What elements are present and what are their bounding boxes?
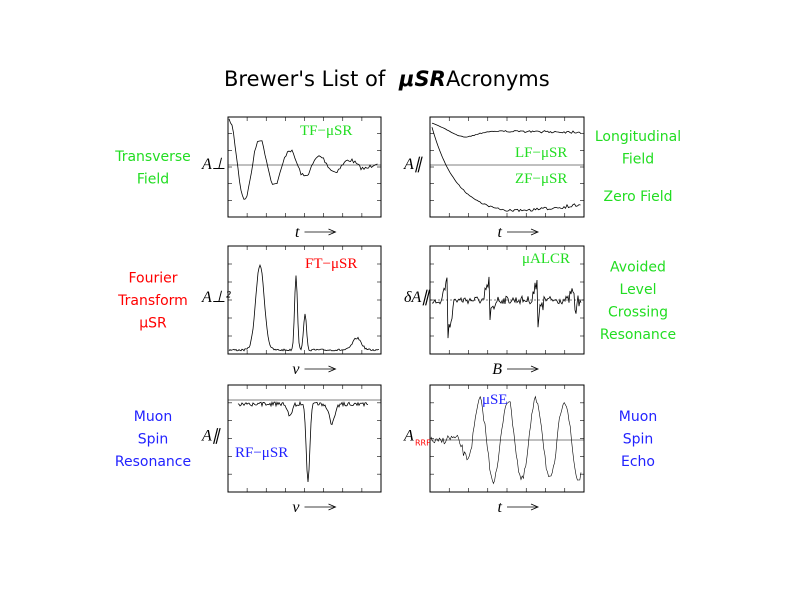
side-label: Fourier — [128, 271, 177, 287]
curve — [431, 122, 581, 138]
plot-label: LF−μSR — [515, 145, 567, 161]
side-label: Resonance — [115, 454, 191, 470]
y-axis-label: δA∥ — [404, 289, 430, 306]
side-label: Longitudinal — [595, 129, 681, 145]
curve — [237, 400, 369, 483]
arrow-head — [530, 365, 540, 373]
side-label: Muon — [134, 409, 172, 425]
y-axis-label: A∥ — [201, 428, 221, 445]
curve — [431, 127, 581, 213]
x-axis-label: t — [295, 224, 300, 241]
y-axis-label: A⊥² — [201, 289, 232, 306]
y-axis-sub: RRF — [415, 439, 431, 448]
side-label: Crossing — [608, 304, 668, 320]
plot-label: TF−μSR — [300, 123, 352, 139]
side-label: Spin — [623, 432, 654, 448]
x-axis-label: t — [498, 224, 503, 241]
title: Brewer's List of — [224, 67, 386, 91]
arrow-head — [328, 365, 337, 373]
side-label: Resonance — [600, 327, 676, 343]
title-end: Acronyms — [446, 67, 550, 91]
side-label: Echo — [621, 454, 655, 470]
x-axis-label: t — [498, 499, 503, 516]
x-axis-label: B — [492, 361, 502, 378]
side-label: Transform — [117, 293, 188, 309]
plot-label: μSE — [482, 392, 508, 408]
y-axis-label: A∥ — [403, 156, 423, 173]
arrow-head — [328, 228, 337, 236]
side-label: Avoided — [610, 259, 666, 275]
side-label: Level — [620, 282, 657, 298]
side-label: μSR — [139, 316, 167, 332]
x-axis-label: ν — [292, 361, 300, 378]
title-emphasis: μSR — [398, 67, 446, 91]
side-label: Zero Field — [604, 189, 673, 205]
plot-label: FT−μSR — [305, 256, 357, 272]
side-label: Field — [137, 171, 169, 187]
curve — [431, 276, 582, 339]
side-label: Transverse — [114, 149, 191, 165]
y-axis-label: A — [403, 428, 414, 445]
arrow-head — [530, 228, 540, 236]
plot-label: RF−μSR — [235, 445, 288, 461]
x-axis-label: ν — [292, 499, 300, 516]
plot-label: μALCR — [522, 251, 570, 267]
side-label: Spin — [138, 432, 169, 448]
curve — [430, 395, 582, 485]
arrow-head — [530, 503, 540, 511]
side-label: Muon — [619, 409, 657, 425]
plot-label: ZF−μSR — [515, 171, 567, 187]
plot-frame — [227, 384, 382, 493]
curve — [228, 264, 380, 352]
curve — [228, 118, 378, 200]
y-axis-label: A⊥ — [201, 156, 226, 173]
arrow-head — [328, 503, 337, 511]
side-label: Field — [622, 151, 654, 167]
